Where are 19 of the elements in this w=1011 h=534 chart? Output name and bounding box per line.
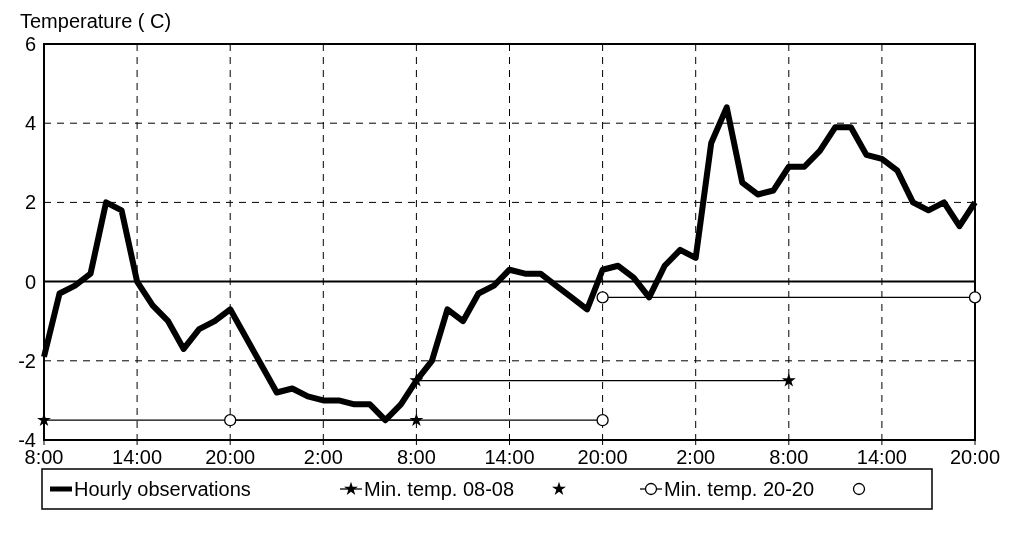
legend-label: Hourly observations <box>74 478 251 500</box>
y-tick-label: 0 <box>24 270 36 293</box>
legend-label: Min. temp. 08-08 <box>364 478 515 500</box>
x-tick-label: 14:00 <box>484 446 535 468</box>
x-tick-label: 2:00 <box>303 446 343 468</box>
x-tick-label: 20:00 <box>949 446 1001 468</box>
x-tick-label: 2:00 <box>676 446 716 468</box>
x-tick-label: 20:00 <box>205 446 256 468</box>
x-tick-label: 8:00 <box>396 446 436 468</box>
legend-label: Min. temp. 20-20 <box>664 478 815 500</box>
y-tick-label: 2 <box>24 191 36 214</box>
y-tick-label: -2 <box>18 349 36 372</box>
x-tick-label: 8:00 <box>769 446 809 468</box>
x-tick-label: 14:00 <box>112 446 163 468</box>
y-axis-title: Temperature ( C) <box>20 10 172 32</box>
y-tick-label: 6 <box>24 33 36 55</box>
x-tick-label: 14:00 <box>856 446 907 468</box>
y-tick-label: 4 <box>24 112 36 135</box>
x-tick-label: 20:00 <box>577 446 628 468</box>
